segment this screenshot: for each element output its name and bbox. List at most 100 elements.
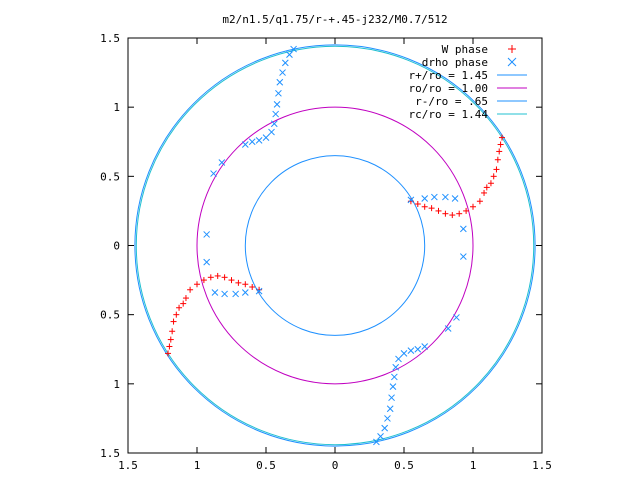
w_phase-point-19 — [498, 134, 505, 141]
drho_phase-point-21 — [390, 373, 398, 381]
drho_phase-point-32 — [451, 195, 459, 202]
drho_phase-point-13 — [241, 141, 249, 148]
drho_phase-point-11 — [255, 137, 263, 144]
legend-item-drho_phase: drho phase — [422, 56, 517, 69]
y-tick-label-3: 0 — [113, 240, 120, 253]
drho_phase-point-33 — [459, 225, 467, 233]
legend-label-rc: rc/ro = 1.44 — [409, 108, 489, 121]
w_phase-point-24 — [228, 277, 235, 284]
legend-label-r_plus: r+/ro = 1.45 — [409, 69, 488, 82]
y-tick-label-6: 1.5 — [100, 32, 120, 45]
drho_phase-point-25 — [407, 347, 415, 354]
w_phase-point-23 — [235, 279, 242, 286]
drho_phase-point-38 — [241, 289, 249, 296]
drho_phase-point-7 — [272, 110, 280, 118]
w_phase-point-26 — [214, 272, 221, 279]
w_phase-point-12 — [483, 184, 490, 191]
w_phase-point-10 — [476, 198, 483, 205]
y-tick-label-0: 1.5 — [100, 447, 120, 460]
x-tick-label-5: 1 — [470, 459, 477, 472]
drho_phase-point-4 — [276, 78, 284, 86]
w_phase-point-5 — [442, 210, 449, 217]
w_phase-point-9 — [470, 203, 476, 210]
drho_phase-point-40 — [221, 290, 228, 298]
drho_phase-point-8 — [270, 120, 278, 128]
w_phase-point-22 — [242, 281, 249, 288]
drho_phase-point-0 — [290, 45, 297, 53]
drho_phase-point-15 — [377, 433, 384, 440]
drho_phase-point-44 — [210, 170, 217, 177]
w_phase-point-25 — [221, 274, 228, 281]
points-layer — [165, 45, 505, 446]
drho_phase-point-2 — [281, 59, 289, 67]
drho_phase-point-24 — [400, 350, 408, 357]
w_phase-point-18 — [497, 141, 504, 148]
w_phase-point-21 — [249, 284, 256, 290]
drho_phase-point-39 — [232, 290, 239, 298]
circle-rc — [135, 45, 535, 446]
drho_phase-point-35 — [453, 314, 460, 321]
drho_phase-point-16 — [381, 424, 389, 432]
w_phase-point-33 — [176, 304, 183, 311]
y-tick-label-2: 0.5 — [100, 309, 120, 322]
legend-label-ro: ro/ro = 1.00 — [409, 82, 488, 95]
drho_phase-point-5 — [275, 89, 282, 97]
drho_phase-point-34 — [459, 253, 467, 260]
legend-item-rc: rc/ro = 1.44 — [409, 108, 527, 121]
w_phase-point-14 — [490, 173, 497, 180]
w_phase-point-4 — [435, 207, 442, 214]
drho_phase-point-45 — [218, 159, 226, 166]
circle-r_plus — [134, 44, 536, 447]
legend-item-ro: ro/ro = 1.00 — [409, 82, 527, 95]
x-tick-label-3: 0 — [332, 459, 339, 472]
circle-ro — [196, 106, 474, 385]
drho_phase-point-18 — [386, 405, 394, 413]
w_phase-point-35 — [170, 318, 177, 325]
legend-item-r_minus: r-/ro = .65 — [415, 95, 527, 108]
w_phase-point-8 — [463, 207, 470, 214]
w_phase-point-16 — [494, 156, 501, 163]
drho_phase-point-26 — [414, 345, 422, 353]
x-tick-label-0: 1.5 — [118, 459, 138, 472]
x-tick-label-4: 0.5 — [394, 459, 414, 472]
w_phase-point-11 — [481, 189, 488, 196]
w_phase-point-6 — [449, 212, 456, 219]
w_phase-point-29 — [194, 281, 200, 288]
drho_phase-point-9 — [268, 128, 275, 136]
drho_phase-point-14 — [373, 438, 380, 446]
drho_phase-point-30 — [431, 193, 438, 201]
w_phase-point-30 — [187, 286, 194, 293]
w_phase-point-2 — [421, 203, 428, 210]
drho_phase-point-1 — [286, 51, 293, 58]
drho_phase-point-37 — [255, 287, 263, 295]
w_phase-point-17 — [496, 148, 503, 155]
w_phase-point-15 — [493, 166, 500, 173]
drho_phase-point-41 — [211, 289, 219, 296]
drho_phase-point-6 — [273, 101, 281, 108]
drho_phase-point-19 — [388, 394, 395, 402]
drho_phase-point-20 — [389, 383, 397, 390]
legend-label-w_phase: W phase — [442, 43, 488, 56]
drho_phase-point-12 — [248, 138, 256, 146]
w_phase-point-37 — [167, 336, 174, 343]
w_phase-point-1 — [414, 201, 421, 207]
legend-label-drho_phase: drho phase — [422, 56, 488, 69]
w_phase-point-34 — [173, 311, 180, 318]
drho_phase-point-3 — [279, 69, 286, 76]
w_phase-point-32 — [180, 300, 187, 307]
y-tick-label-1: 1 — [113, 378, 120, 391]
chart-title: m2/n1.5/q1.75/r-+.45-j232/M0.7/512 — [222, 13, 447, 26]
w_phase-point-39 — [165, 350, 172, 357]
w_phase-point-0 — [407, 198, 414, 205]
y-tick-label-5: 1 — [113, 101, 120, 114]
drho_phase-point-10 — [262, 134, 270, 141]
drho_phase-point-23 — [395, 355, 402, 363]
legend-item-w_phase: W phase — [442, 43, 516, 56]
x-tick-label-1: 1 — [194, 459, 201, 472]
drho_phase-point-42 — [203, 258, 211, 266]
legend-swatch-drho_phase — [507, 57, 517, 67]
legend-label-r_minus: r-/ro = .65 — [415, 95, 488, 108]
